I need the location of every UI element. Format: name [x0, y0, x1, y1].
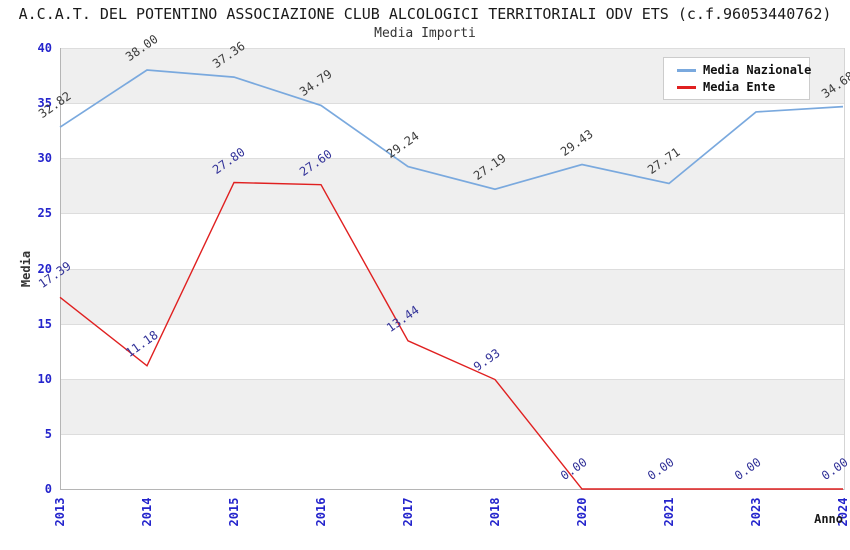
gridline [60, 323, 844, 325]
chart-subtitle: Media Importi [374, 26, 476, 41]
gridline [60, 433, 844, 435]
y-tick-label: 10 [37, 371, 52, 386]
plot-right-border [844, 48, 845, 490]
legend-label-media-ente: Media Ente [703, 80, 776, 94]
gridline [60, 268, 844, 270]
media-nazionale-line-swatch [677, 68, 696, 72]
y-axis-line [60, 48, 61, 490]
media-nazionale-line [59, 69, 844, 191]
plot-band [60, 268, 844, 324]
gridline [60, 103, 844, 105]
legend-label-media-nazionale: Media Nazionale [703, 63, 812, 77]
x-axis-line [60, 489, 844, 490]
media-ente-line-swatch [677, 85, 696, 89]
y-tick-label: 0 [44, 482, 52, 496]
gridline [60, 378, 844, 380]
y-tick-label: 5 [44, 426, 52, 441]
y-tick-label: 20 [37, 261, 52, 276]
y-tick-label: 15 [37, 316, 52, 331]
legend-item-media-nazionale: Media Nazionale [677, 63, 812, 77]
gridline [60, 158, 844, 160]
y-tick-label: 30 [37, 151, 52, 166]
x-axis-title: Anno [814, 512, 843, 526]
gridline [60, 48, 844, 49]
chart-title: A.C.A.T. DEL POTENTINO ASSOCIAZIONE CLUB… [18, 5, 832, 23]
gridline [60, 213, 844, 215]
y-tick-label: 40 [37, 41, 52, 55]
y-axis-title: Media [19, 250, 33, 288]
plot-band [60, 378, 844, 434]
legend: Media Nazionale Media Ente [663, 57, 812, 100]
plot-band [60, 158, 844, 214]
y-tick-label: 35 [37, 96, 52, 111]
media-ente-line [59, 181, 843, 490]
y-tick-label: 25 [37, 206, 52, 221]
legend-item-media-ente: Media Ente [677, 80, 809, 94]
